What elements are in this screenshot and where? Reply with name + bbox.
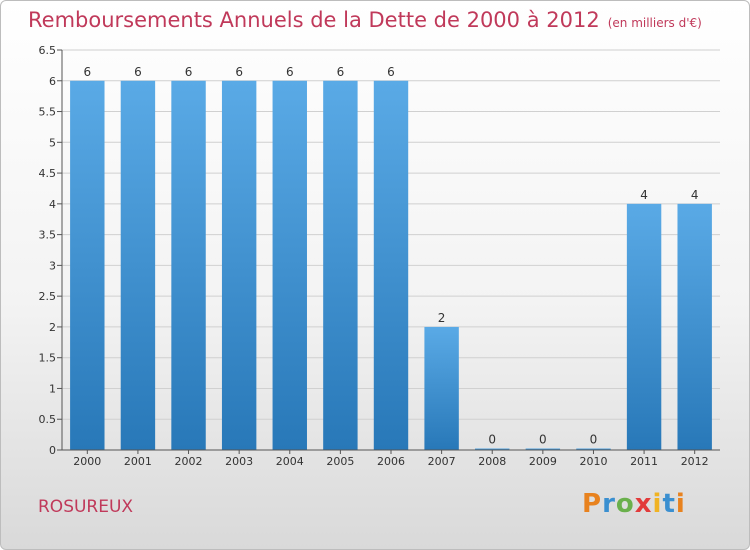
y-tick-label: 3.5 bbox=[39, 229, 57, 242]
x-tick-label: 2001 bbox=[124, 455, 152, 468]
bar bbox=[525, 448, 561, 450]
x-tick-label: 2000 bbox=[73, 455, 101, 468]
proxiti-logo: Proxiti bbox=[582, 489, 686, 519]
bar bbox=[373, 80, 409, 451]
data-label: 6 bbox=[337, 65, 345, 79]
chart-title-text: Remboursements Annuels de la Dette de 20… bbox=[28, 8, 600, 32]
x-tick-label: 2003 bbox=[225, 455, 253, 468]
x-tick-label: 2004 bbox=[276, 455, 304, 468]
bar bbox=[323, 80, 358, 451]
y-tick-label: 4.5 bbox=[39, 167, 57, 180]
bar bbox=[171, 80, 206, 451]
commune-name: ROSUREUX bbox=[38, 497, 134, 517]
data-label: 6 bbox=[387, 65, 395, 79]
data-label: 6 bbox=[235, 65, 243, 79]
chart-title: Remboursements Annuels de la Dette de 20… bbox=[28, 8, 702, 32]
data-label: 4 bbox=[691, 188, 699, 202]
data-label: 6 bbox=[83, 65, 91, 79]
axes bbox=[57, 49, 720, 454]
bar bbox=[272, 80, 307, 451]
logo-letter: i bbox=[652, 489, 663, 519]
y-tick-label: 5 bbox=[49, 136, 56, 149]
bar bbox=[677, 203, 712, 450]
data-label: 0 bbox=[539, 433, 547, 447]
y-tick-label: 6 bbox=[49, 75, 56, 88]
x-tick-label: 2009 bbox=[529, 455, 557, 468]
x-tick-label: 2010 bbox=[579, 455, 607, 468]
bar bbox=[626, 203, 662, 450]
y-tick-label: 1 bbox=[49, 382, 56, 395]
y-tick-label: 6.5 bbox=[39, 44, 57, 57]
bar bbox=[70, 80, 105, 451]
y-tick-label: 3 bbox=[49, 259, 56, 272]
data-label: 4 bbox=[640, 188, 648, 202]
x-tick-label: 2005 bbox=[326, 455, 354, 468]
x-tick-label: 2007 bbox=[428, 455, 456, 468]
bar bbox=[424, 326, 459, 450]
x-tick-label: 2012 bbox=[681, 455, 709, 468]
logo-letter: P bbox=[582, 489, 603, 519]
y-tick-label: 2 bbox=[49, 321, 56, 334]
bar bbox=[221, 80, 257, 451]
x-tick-label: 2011 bbox=[630, 455, 658, 468]
y-tick-label: 0.5 bbox=[39, 413, 57, 426]
data-label: 6 bbox=[286, 65, 294, 79]
logo-letter: r bbox=[602, 489, 616, 519]
data-label: 6 bbox=[134, 65, 142, 79]
y-tick-label: 5.5 bbox=[39, 106, 57, 119]
x-tick-label: 2006 bbox=[377, 455, 405, 468]
y-tick-label: 1.5 bbox=[39, 352, 57, 365]
logo-letter: x bbox=[634, 489, 653, 519]
data-label: 2 bbox=[438, 311, 446, 325]
data-label: 6 bbox=[185, 65, 193, 79]
data-label: 0 bbox=[590, 433, 598, 447]
y-tick-label: 4 bbox=[49, 198, 56, 211]
logo-letter: i bbox=[675, 489, 686, 519]
logo-letter: t bbox=[662, 489, 676, 519]
bar bbox=[475, 448, 510, 450]
data-label: 0 bbox=[488, 433, 496, 447]
y-tick-label: 2.5 bbox=[39, 290, 57, 303]
logo-letter: o bbox=[615, 489, 635, 519]
bar bbox=[576, 448, 611, 450]
bars bbox=[70, 80, 712, 451]
y-tick-label: 0 bbox=[49, 444, 56, 457]
chart-unit: (en milliers d'€) bbox=[607, 16, 702, 30]
labels: 00.511.522.533.544.555.566.5620006200162… bbox=[39, 44, 709, 468]
bar bbox=[120, 80, 156, 451]
x-tick-label: 2008 bbox=[478, 455, 506, 468]
x-tick-label: 2002 bbox=[175, 455, 203, 468]
